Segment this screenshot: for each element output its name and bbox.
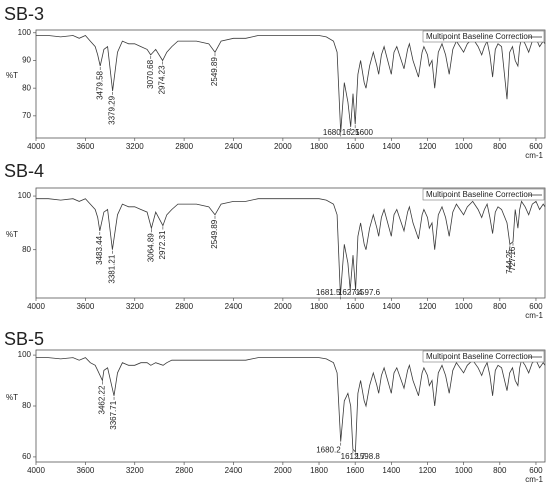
x-tick-label: 600 [529,142,543,151]
x-tick-label: 1600 [346,142,364,151]
spectrum-line [36,198,546,296]
x-tick-label: 1400 [382,302,400,311]
plot-frame [35,29,546,139]
x-tick-label: 2800 [175,302,193,311]
y-tick-label: 100 [18,28,32,37]
x-axis-label: cm-1 [525,151,543,160]
x-axis-label: cm-1 [525,475,543,484]
legend-label: Multipoint Baseline Correction [426,190,532,199]
peak-label: 1680 [323,128,341,137]
y-tick-label: 100 [18,350,32,359]
legend-label: Multipoint Baseline Correction [426,32,532,41]
x-tick-label: 1800 [310,142,328,151]
x-tick-label: 3200 [126,466,144,475]
y-tick-label: 90 [22,56,31,65]
x-tick-label: 800 [493,302,507,311]
x-tick-label: 4000 [27,466,45,475]
x-tick-label: 4000 [27,302,45,311]
x-tick-label: 2400 [225,142,243,151]
legend-box [422,350,545,363]
peak-label: 3479.58 [95,70,104,99]
y-axis-label: %T [6,71,18,80]
y-axis-label: %T [6,230,18,239]
x-tick-label: 3600 [76,142,94,151]
peak-label: 1600 [355,128,373,137]
x-tick-label: 1000 [455,466,473,475]
x-tick-label: 800 [493,466,507,475]
x-tick-label: 2000 [274,142,292,151]
x-tick-label: 600 [529,466,543,475]
x-tick-label: 1600 [346,302,364,311]
peak-label: 3381.21 [107,254,116,283]
plot-frame [35,187,546,299]
x-tick-label: 1800 [310,466,328,475]
x-tick-label: 2000 [274,466,292,475]
x-tick-label: 1200 [419,302,437,311]
y-tick-label: 70 [22,111,31,120]
peak-label: 744.25 [505,249,514,274]
peak-label: 1680.2 [316,446,341,455]
peak-label: 2972.31 [158,230,167,259]
x-tick-label: 2400 [225,466,243,475]
y-tick-label: 80 [22,401,31,410]
x-tick-label: 1400 [382,466,400,475]
x-axis-label: cm-1 [525,311,543,320]
peak-label: 1598.8 [355,452,380,461]
x-tick-label: 2800 [175,142,193,151]
chart-title: SB-5 [4,329,44,349]
peak-label: 3462.22 [97,385,106,414]
peak-label: 727.16 [508,246,517,271]
legend-box [422,188,545,201]
peak-label: 3064.89 [147,233,156,262]
x-tick-label: 600 [529,302,543,311]
spectrum-line [36,357,546,453]
x-tick-label: 1800 [310,302,328,311]
x-tick-label: 4000 [27,142,45,151]
chart-title: SB-3 [4,4,44,24]
peak-label: 2549.89 [210,219,219,248]
peak-label: 1612.7 [341,452,366,461]
legend-box [422,30,545,43]
legend-label: Multipoint Baseline Correction [426,352,532,361]
peak-label: 1597.6 [356,288,381,297]
y-axis-label: %T [6,393,18,402]
y-tick-label: 100 [18,191,32,200]
peak-label: 3379.29 [108,95,117,124]
peak-label: 3070.68 [146,59,155,88]
x-tick-label: 3600 [76,466,94,475]
x-tick-label: 1200 [419,142,437,151]
x-tick-label: 1600 [346,466,364,475]
peak-label: 2974.23 [158,65,167,94]
peak-label: 1625 [342,128,360,137]
x-tick-label: 3600 [76,302,94,311]
peak-label: 2549.89 [210,57,219,86]
spectrum-line [36,35,546,133]
x-tick-label: 1000 [455,142,473,151]
x-tick-label: 1000 [455,302,473,311]
chart-title: SB-4 [4,161,44,181]
y-tick-label: 80 [22,245,31,254]
x-tick-label: 1400 [382,142,400,151]
y-tick-label: 60 [22,452,31,461]
x-tick-label: 2400 [225,302,243,311]
peak-label: 1681.5 [316,288,341,297]
x-tick-label: 2000 [274,302,292,311]
x-tick-label: 3200 [126,142,144,151]
x-tick-label: 2800 [175,466,193,475]
x-tick-label: 800 [493,142,507,151]
peak-label: 3367.71 [109,400,118,429]
peak-label: 1627.4 [338,288,363,297]
x-tick-label: 3200 [126,302,144,311]
peak-label: 3483.44 [95,235,104,264]
x-tick-label: 1200 [419,466,437,475]
y-tick-label: 80 [22,83,31,92]
